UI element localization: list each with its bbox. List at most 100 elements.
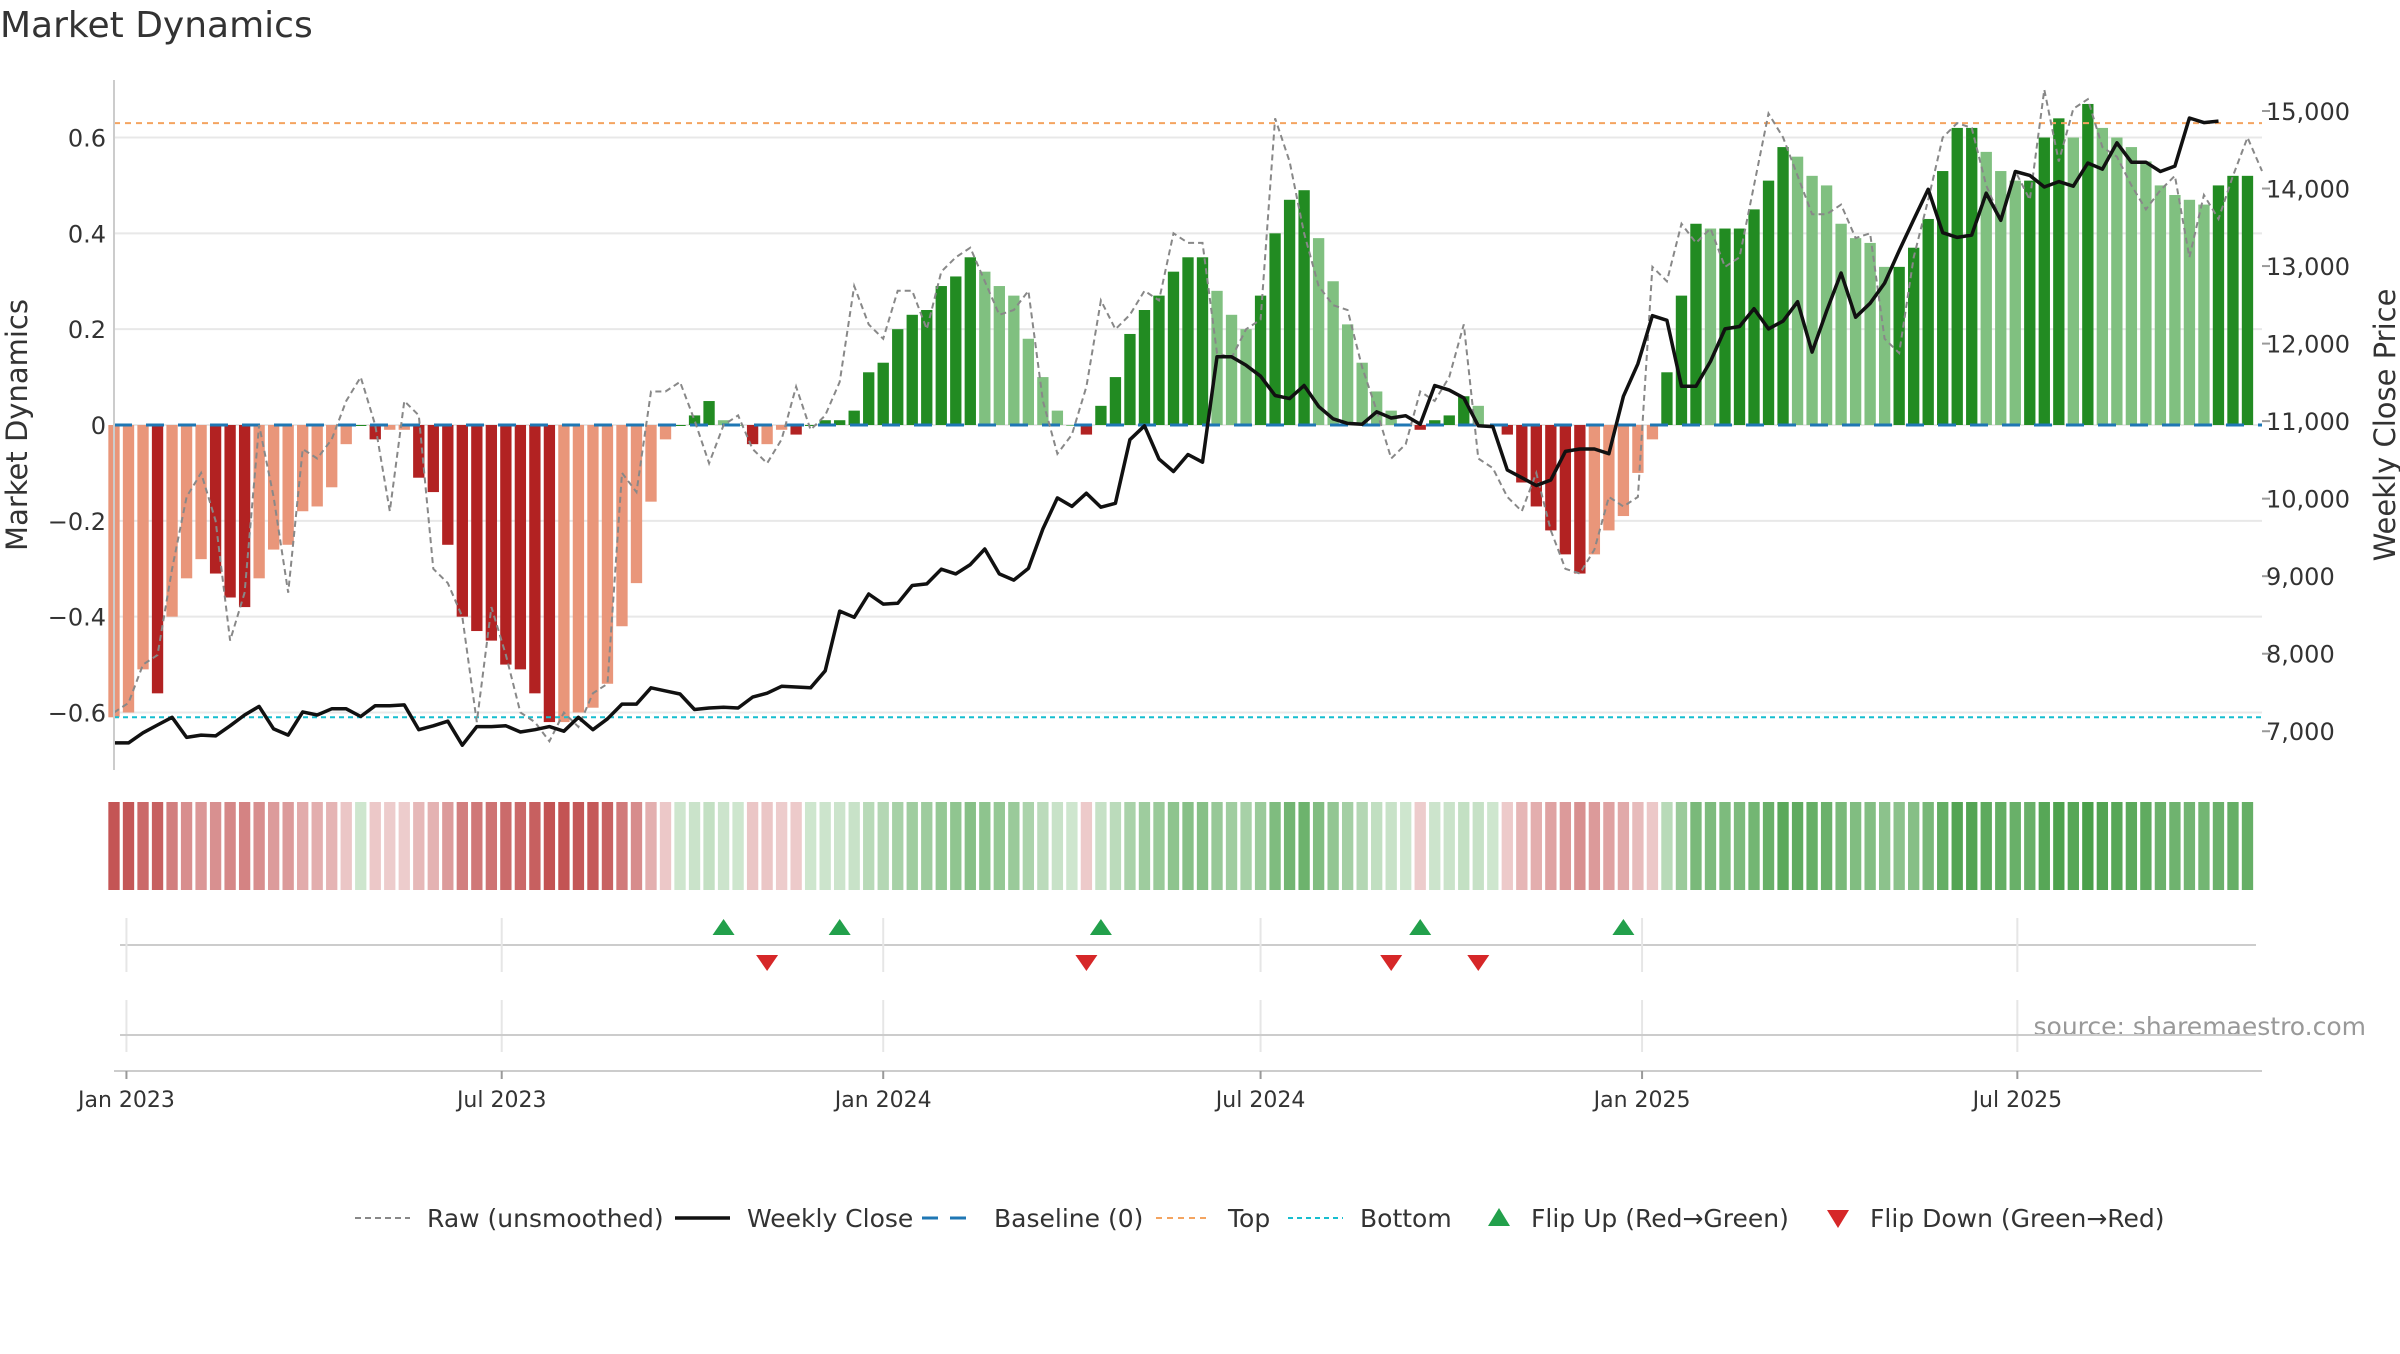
md-bar	[1356, 362, 1368, 425]
regime-strip-cell	[1661, 802, 1673, 890]
regime-strip-cell	[1849, 802, 1862, 890]
y-tick-label-left: −0.4	[48, 604, 106, 632]
regime-strip-cell	[645, 802, 657, 890]
md-bar	[1312, 238, 1325, 425]
regime-strip-cell	[1458, 802, 1470, 890]
regime-strip-cell	[1966, 802, 1978, 890]
regime-strip-cell	[1008, 802, 1020, 890]
regime-strip-cell	[1719, 802, 1731, 890]
md-bar	[1995, 171, 2007, 425]
md-bar	[1908, 247, 1920, 425]
regime-strip-cell	[572, 802, 585, 890]
y-tick-label-right: 13,000	[2266, 253, 2350, 281]
md-bar	[1893, 266, 1905, 425]
md-bar	[1617, 425, 1630, 517]
md-bar	[674, 425, 686, 426]
md-bar	[209, 425, 222, 574]
y-tick-label-left: 0	[91, 412, 106, 440]
x-tick-label: Jan 2023	[76, 1088, 175, 1113]
md-bar	[2082, 103, 2094, 425]
regime-strip-cell	[195, 802, 207, 890]
md-bar	[1066, 425, 1078, 426]
md-bar	[529, 425, 541, 694]
md-bar	[1458, 396, 1470, 425]
regime-strip-cell	[1283, 802, 1296, 890]
regime-strip-cell	[1138, 802, 1151, 890]
y-tick-label-right: 15,000	[2266, 98, 2350, 126]
regime-strip-cell	[2111, 802, 2123, 890]
md-bar	[1153, 295, 1165, 425]
regime-strip-cell	[674, 802, 686, 890]
regime-strip-cell	[2053, 802, 2065, 890]
md-bar	[1051, 410, 1064, 425]
regime-strip-cell	[326, 802, 338, 890]
regime-strip-cell	[384, 802, 396, 890]
md-bar	[1080, 425, 1093, 435]
regime-strip-cell	[369, 802, 381, 890]
x-tick-label: Jan 2025	[1592, 1088, 1691, 1113]
regime-strip-cell	[834, 802, 846, 890]
md-bar	[1719, 228, 1731, 425]
regime-strip-cell	[1022, 802, 1035, 890]
regime-strip-cell	[224, 802, 236, 890]
regime-strip-cell	[1893, 802, 1905, 890]
regime-strip-cell	[1443, 802, 1455, 890]
regime-strip-cell	[703, 802, 715, 890]
md-bar	[2053, 118, 2065, 425]
md-bar	[630, 425, 643, 584]
md-bar	[601, 425, 614, 684]
regime-strip-cell	[2125, 802, 2138, 890]
md-bar	[282, 425, 294, 545]
md-bar	[1806, 175, 1818, 425]
md-bar	[427, 425, 439, 493]
regime-strip-cell	[761, 802, 773, 890]
regime-strip-cell	[877, 802, 889, 890]
regime-strip-cell	[413, 802, 425, 890]
regime-strip-cell	[2009, 802, 2021, 890]
regime-strip-cell	[166, 802, 178, 890]
md-bar	[1937, 171, 1949, 425]
regime-strip-cell	[1704, 802, 1717, 890]
md-bar	[1240, 329, 1252, 425]
md-bar	[2125, 147, 2138, 426]
md-bar	[2009, 180, 2021, 425]
md-bar	[1574, 425, 1586, 574]
md-bar	[297, 425, 309, 512]
regime-strip-cell	[253, 802, 265, 890]
md-bar	[761, 425, 773, 445]
md-bar	[1820, 185, 1833, 425]
regime-strip-cell	[1429, 802, 1441, 890]
regime-strip-cell	[863, 802, 875, 890]
regime-strip-cell	[1225, 802, 1238, 890]
md-bar	[1835, 223, 1847, 425]
regime-strip-cell	[209, 802, 222, 890]
flip-up-marker	[1612, 919, 1635, 935]
regime-strip-cell	[804, 802, 817, 890]
legend-swatch-flip-down	[1827, 1210, 1849, 1228]
md-bar	[326, 425, 338, 488]
regime-strip-cell	[485, 802, 498, 890]
legend-label-top: Top	[1227, 1204, 1270, 1233]
flip-down-marker	[1380, 955, 1403, 971]
regime-strip-cell	[935, 802, 947, 890]
y-tick-label-right: 14,000	[2266, 176, 2350, 204]
regime-strip-cell	[848, 802, 860, 890]
regime-strip-cell	[1806, 802, 1818, 890]
regime-strip-cell	[950, 802, 962, 890]
md-bar	[2212, 185, 2225, 425]
y-tick-label-right: 9,000	[2266, 563, 2335, 591]
x-tick-label: Jul 2024	[1214, 1088, 1306, 1113]
regime-strip-cell	[1690, 802, 1702, 890]
regime-strip-cell	[906, 802, 918, 890]
md-bar	[1298, 190, 1310, 425]
regime-strip-cell	[282, 802, 294, 890]
md-bar	[1646, 425, 1659, 440]
regime-strip-cell	[1501, 802, 1513, 890]
regime-strip-cell	[746, 802, 759, 890]
md-bar	[355, 425, 367, 426]
md-bar	[2227, 175, 2239, 425]
y-axis-label-left: Market Dynamics	[0, 299, 34, 551]
md-bar	[253, 425, 265, 579]
